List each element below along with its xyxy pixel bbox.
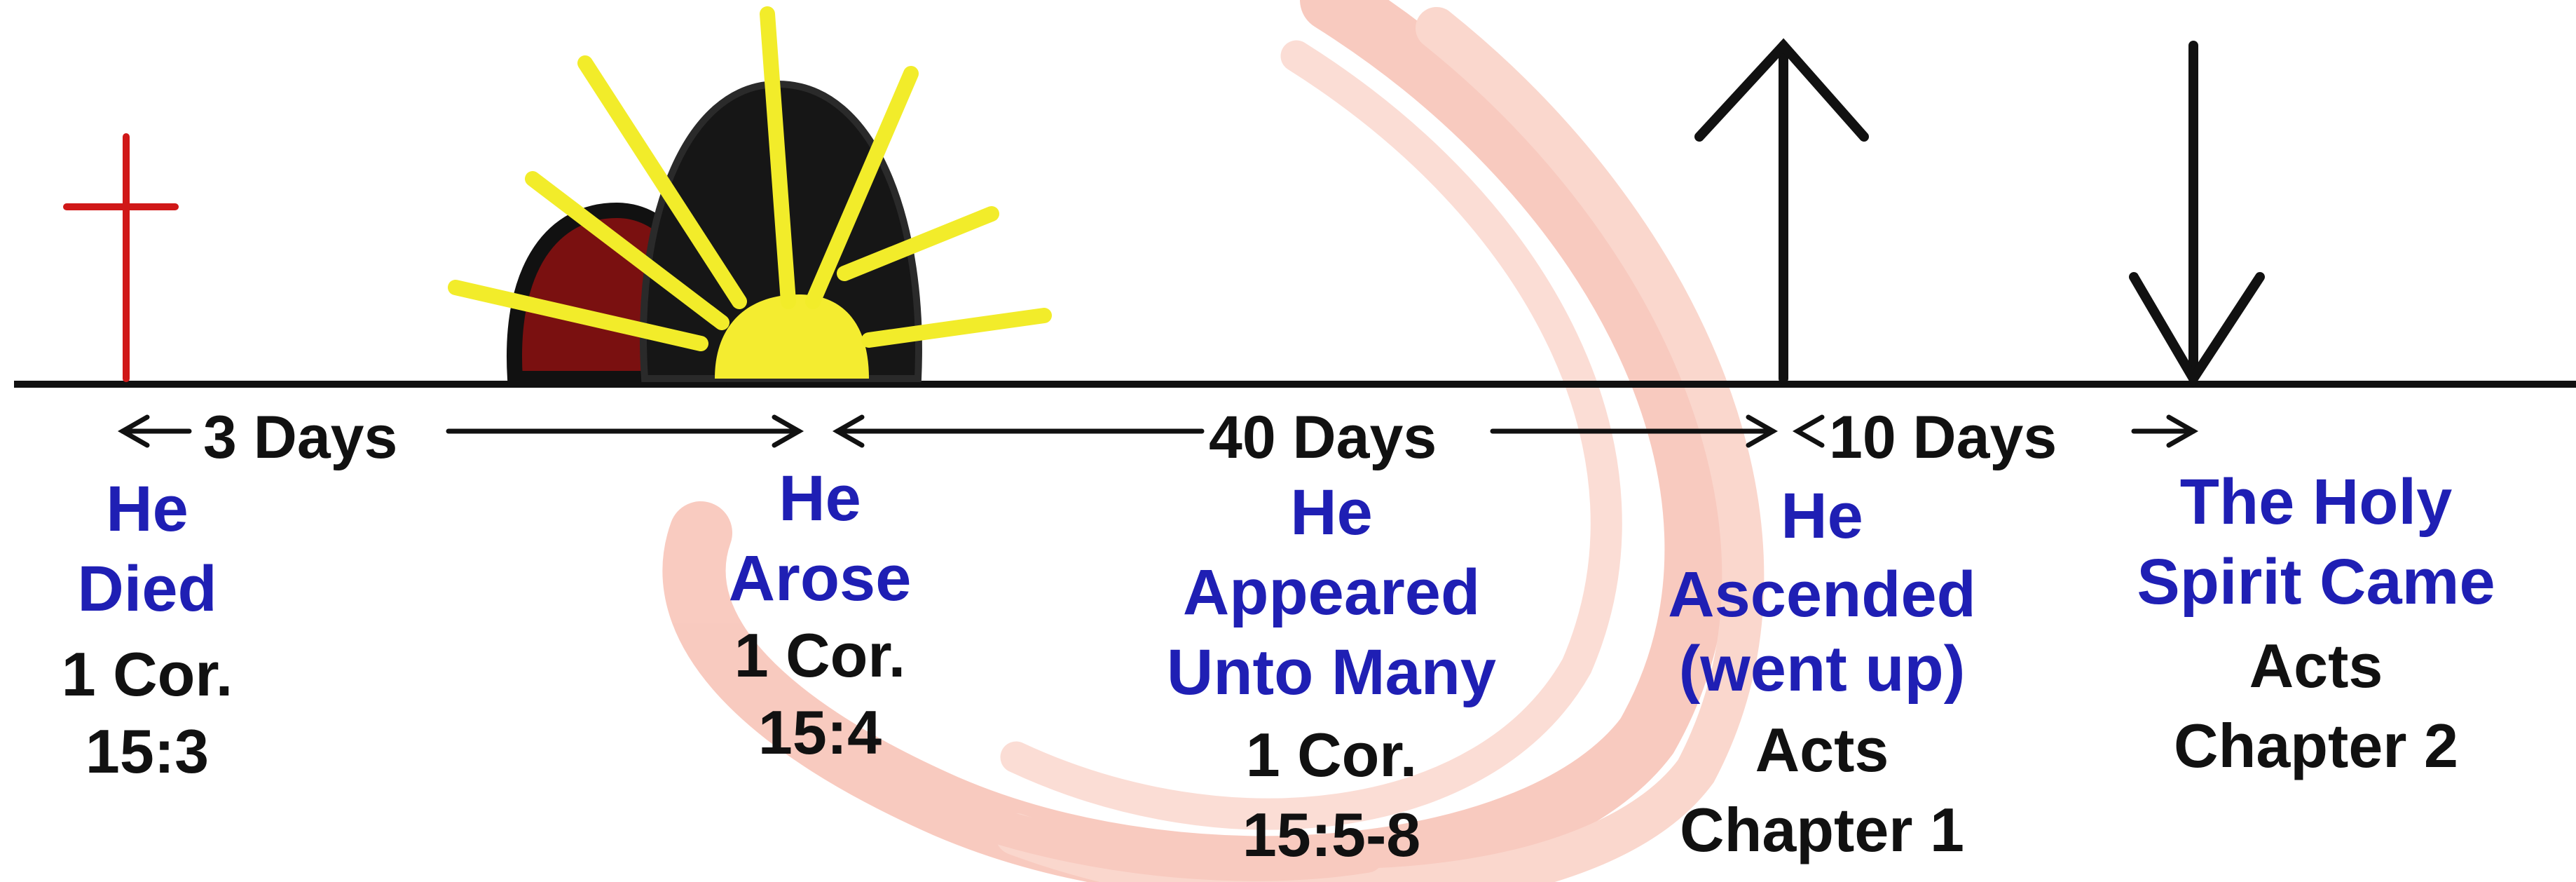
tomb-sunrise-icon bbox=[448, 6, 1052, 386]
cross-icon bbox=[63, 133, 179, 382]
event-reference-line: 15:3 bbox=[85, 717, 210, 786]
event-he-appeared: He Appeared Unto Many 1 Cor. 15:5-8 bbox=[1121, 480, 1542, 866]
event-reference-line: Acts bbox=[2249, 631, 2383, 700]
event-title-line: He bbox=[779, 463, 861, 534]
event-title-line: (went up) bbox=[1678, 633, 1966, 705]
span-label-40-days: 40 Days bbox=[1209, 404, 1437, 471]
arrow-up-icon bbox=[1694, 38, 1869, 384]
event-he-arose: He Arose 1 Cor. 15:4 bbox=[701, 466, 939, 764]
event-title-line: The Holy bbox=[2179, 466, 2453, 538]
arrow-down-icon bbox=[2129, 41, 2265, 388]
event-reference-line: Chapter 1 bbox=[1680, 795, 1964, 864]
event-title-line: Spirit Came bbox=[2137, 546, 2495, 618]
span-label-10-days: 10 Days bbox=[1829, 404, 2057, 471]
event-title-line: Ascended bbox=[1668, 559, 1976, 630]
event-title-line: Died bbox=[77, 553, 217, 625]
event-reference-line: 1 Cor. bbox=[61, 639, 233, 709]
event-reference-line: Acts bbox=[1755, 715, 1889, 785]
event-holy-spirit-came: The Holy Spirit Came Acts Chapter 2 bbox=[2092, 470, 2540, 777]
event-reference-line: 15:4 bbox=[758, 698, 882, 767]
event-reference-line: 1 Cor. bbox=[1245, 720, 1418, 789]
span-arrows bbox=[117, 414, 2199, 448]
event-title-line: He bbox=[1290, 477, 1373, 548]
event-he-ascended: He Ascended (went up) Acts Chapter 1 bbox=[1633, 484, 2011, 861]
swirl-watermark bbox=[662, 0, 1765, 882]
event-reference-line: 15:5-8 bbox=[1242, 800, 1421, 869]
event-title-line: Appeared bbox=[1182, 557, 1481, 628]
event-title-line: Unto Many bbox=[1166, 637, 1497, 708]
event-title-line: He bbox=[1781, 480, 1863, 552]
event-title-line: He bbox=[106, 473, 189, 545]
event-reference-line: Chapter 2 bbox=[2174, 711, 2458, 780]
span-label-3-days: 3 Days bbox=[203, 404, 398, 471]
event-title-line: Arose bbox=[728, 543, 912, 614]
event-reference-line: 1 Cor. bbox=[734, 620, 906, 690]
event-he-died: He Died 1 Cor. 15:3 bbox=[28, 477, 266, 782]
